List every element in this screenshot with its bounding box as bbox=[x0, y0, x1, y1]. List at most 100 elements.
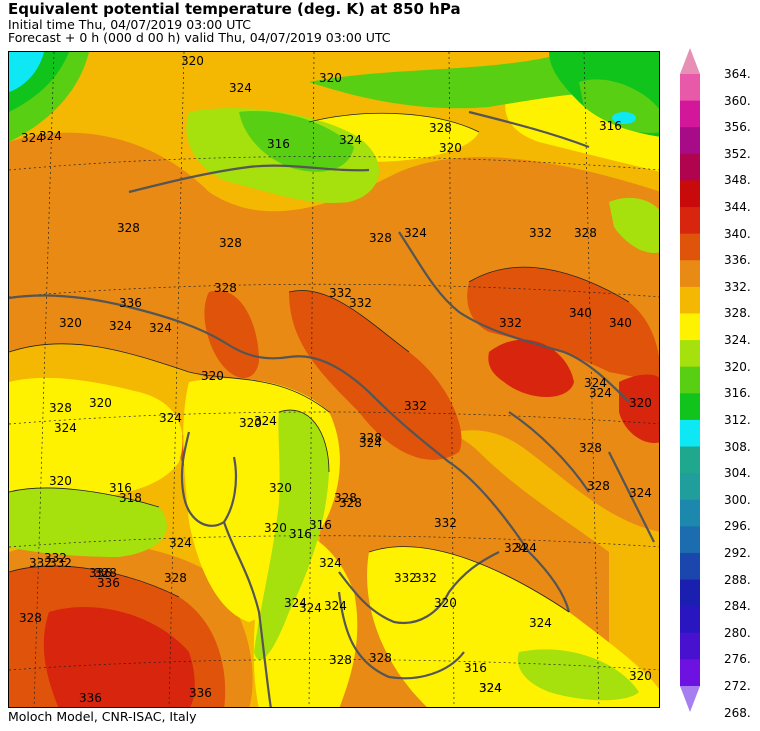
contour-label: 320 bbox=[629, 396, 652, 410]
contour-label: 324 bbox=[324, 599, 347, 613]
colorbar-swatch bbox=[680, 180, 700, 208]
contour-label: 320 bbox=[439, 141, 462, 155]
contour-label: 320 bbox=[49, 474, 72, 488]
colorbar-swatch bbox=[680, 286, 700, 314]
contour-label: 316 bbox=[599, 119, 622, 133]
colorbar-level-label: 356. bbox=[724, 120, 751, 135]
contour-label: 328 bbox=[369, 231, 392, 245]
contour-label: 324 bbox=[589, 386, 612, 400]
contour-label: 332 bbox=[414, 571, 437, 585]
contour-label: 324 bbox=[109, 319, 132, 333]
colorbar-level-label: 308. bbox=[724, 439, 751, 454]
contour-label: 332 bbox=[329, 286, 352, 300]
contour-label: 320 bbox=[629, 669, 652, 683]
colorbar-level-label: 332. bbox=[724, 279, 751, 294]
contour-label: 324 bbox=[584, 376, 607, 390]
contour-label: 336 bbox=[97, 576, 120, 590]
map-title: Equivalent potential temperature (deg. K… bbox=[8, 0, 461, 18]
colorbar-swatch bbox=[680, 366, 700, 394]
contour-label: 324 bbox=[359, 436, 382, 450]
colorbar-swatch bbox=[680, 632, 700, 660]
contour-label: 320 bbox=[269, 481, 292, 495]
colorbar-level-label: 324. bbox=[724, 333, 751, 348]
contour-label: 332 bbox=[404, 399, 427, 413]
contour-label: 316 bbox=[109, 481, 132, 495]
contour-label: 324 bbox=[169, 536, 192, 550]
contour-label: 328 bbox=[19, 611, 42, 625]
contour-label: 328 bbox=[219, 236, 242, 250]
colorbar-swatch bbox=[680, 260, 700, 288]
theta-e-map: 324 320 324 320 324 316 324 328 332 328 316 328 328 3… bbox=[8, 51, 660, 708]
contour-label: 324 bbox=[514, 541, 537, 555]
contour-label: 328 bbox=[117, 221, 140, 235]
initial-time: Initial time Thu, 04/07/2019 03:00 UTC bbox=[8, 17, 251, 32]
contour-label: 320 bbox=[201, 369, 224, 383]
contour-label: 316 bbox=[309, 518, 332, 532]
contour-label: 328 bbox=[164, 571, 187, 585]
colorbar-level-label: 272. bbox=[724, 679, 751, 693]
contour-label: 328 bbox=[369, 651, 392, 665]
colorbar-level-label: 328. bbox=[724, 306, 751, 321]
contour-label: 316 bbox=[289, 527, 312, 541]
colorbar-level-label: 352. bbox=[724, 146, 751, 161]
contour-label: 328 bbox=[579, 441, 602, 455]
contour-label: 320 bbox=[319, 71, 342, 85]
contour-label: 324 bbox=[629, 486, 652, 500]
contour-label: 336 bbox=[189, 686, 212, 700]
contour-label: 324 bbox=[54, 421, 77, 435]
contour-label: 320 bbox=[89, 396, 112, 410]
contour-label: 324 bbox=[284, 596, 307, 610]
colorbar-level-label: 300. bbox=[724, 492, 751, 507]
contour-label: 332 bbox=[29, 556, 52, 570]
colorbar-swatch bbox=[680, 74, 700, 102]
colorbar bbox=[680, 48, 700, 712]
contour-label: 324 bbox=[504, 541, 527, 555]
contour-label: 328 bbox=[49, 401, 72, 415]
contour-label: 328 bbox=[214, 281, 237, 295]
contour-label: 318 bbox=[119, 491, 142, 505]
forecast-valid-time: Forecast + 0 h (000 d 00 h) valid Thu, 0… bbox=[8, 30, 391, 45]
contour-label: 324 bbox=[319, 556, 342, 570]
colorbar-swatch bbox=[680, 100, 700, 128]
contour-label: 332 bbox=[499, 316, 522, 330]
colorbar-level-label: 320. bbox=[724, 359, 751, 374]
contour-label: 328 bbox=[587, 479, 610, 493]
colorbar-level-label: 344. bbox=[724, 200, 751, 215]
contour-label: 328 bbox=[429, 121, 452, 135]
contour-label: 320 bbox=[181, 54, 204, 68]
model-credit: Moloch Model, CNR-ISAC, Italy bbox=[8, 709, 197, 724]
colorbar-swatch bbox=[680, 526, 700, 554]
colorbar-swatch bbox=[680, 419, 700, 448]
contour-label: 340 bbox=[609, 316, 632, 330]
contour-label: 328 bbox=[334, 491, 357, 505]
contour-label: 332 bbox=[394, 571, 417, 585]
colorbar-swatch bbox=[680, 659, 700, 687]
contour-label: 332 bbox=[349, 296, 372, 310]
contour-label: 336 bbox=[119, 296, 142, 310]
colorbar-level-label: 296. bbox=[724, 519, 751, 534]
contour-label: 336 bbox=[79, 691, 102, 705]
colorbar-swatch bbox=[680, 340, 700, 368]
colorbar-swatch bbox=[680, 127, 700, 155]
colorbar-level-label: 336. bbox=[724, 253, 751, 268]
contour-label: 336 bbox=[89, 566, 112, 580]
colorbar-level-label: 280. bbox=[724, 625, 751, 640]
colorbar-swatch bbox=[680, 606, 700, 634]
colorbar-level-label: 284. bbox=[724, 599, 751, 614]
contour-label: 328 bbox=[359, 431, 382, 445]
contour-label: 320 bbox=[264, 521, 287, 535]
contour-label: 332 bbox=[434, 516, 457, 530]
contour-label: 324 bbox=[254, 414, 277, 428]
contour-label: 324 bbox=[149, 321, 172, 335]
colorbar-swatch bbox=[680, 446, 700, 474]
colorbar-level-label: 360. bbox=[724, 93, 751, 108]
contour-label: 320 bbox=[239, 416, 262, 430]
colorbar-swatch bbox=[680, 499, 700, 527]
contour-label: 332 bbox=[44, 551, 67, 565]
contour-label: 328 bbox=[94, 566, 117, 580]
colorbar-swatch bbox=[680, 686, 700, 712]
colorbar-swatch bbox=[680, 552, 700, 581]
contour-label: 328 bbox=[329, 653, 352, 667]
colorbar-level-label: 348. bbox=[724, 173, 751, 188]
